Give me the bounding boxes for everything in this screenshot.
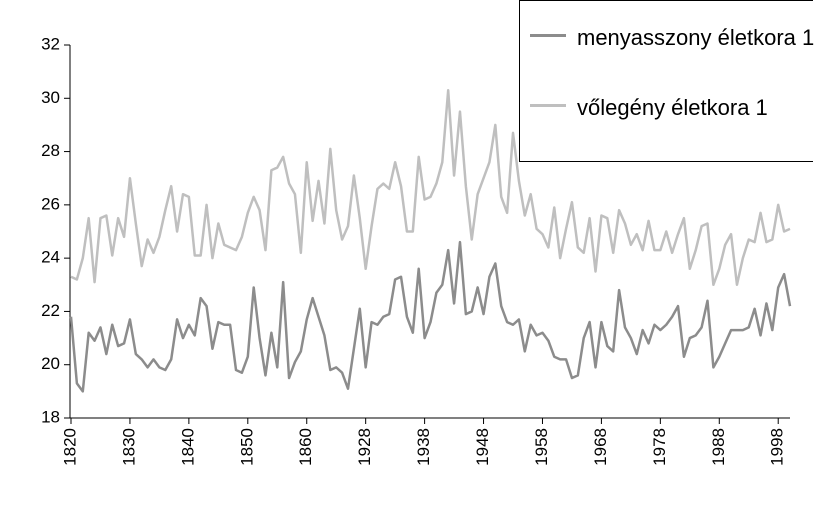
x-tick-label: 1850 — [237, 428, 256, 466]
y-tick-label: 18 — [41, 407, 60, 426]
x-tick-label: 1958 — [532, 428, 551, 466]
series-line — [70, 89, 791, 287]
x-tick-label: 1968 — [591, 428, 610, 466]
y-tick-label: 32 — [41, 34, 60, 53]
y-tick-label: 24 — [41, 248, 60, 267]
series-line — [69, 240, 792, 393]
legend: menyasszony életkora 1 vőlegény életkora … — [519, 0, 814, 162]
legend-swatch — [530, 34, 566, 37]
x-tick-label: 1928 — [355, 428, 374, 466]
legend-entry: menyasszony életkora 1 — [530, 21, 814, 54]
legend-entry: vőlegény életkora 1 — [530, 91, 814, 124]
legend-label: vőlegény életkora 1 — [577, 95, 768, 120]
x-tick-label: 1988 — [709, 428, 728, 466]
y-tick-label: 22 — [41, 301, 60, 320]
x-tick-label: 1830 — [119, 428, 138, 466]
x-tick-label: 1820 — [60, 428, 79, 466]
x-tick-label: 1840 — [178, 428, 197, 466]
y-tick-label: 26 — [41, 194, 60, 213]
y-tick-label: 30 — [41, 88, 60, 107]
x-tick-label: 1998 — [768, 428, 787, 466]
y-tick-label: 20 — [41, 354, 60, 373]
legend-label: menyasszony életkora 1 — [577, 25, 814, 50]
x-tick-label: 1938 — [414, 428, 433, 466]
x-tick-label: 1860 — [296, 428, 315, 466]
x-tick-label: 1978 — [650, 428, 669, 466]
y-tick-label: 28 — [41, 141, 60, 160]
x-tick-label: 1948 — [473, 428, 492, 466]
legend-swatch — [530, 104, 566, 107]
